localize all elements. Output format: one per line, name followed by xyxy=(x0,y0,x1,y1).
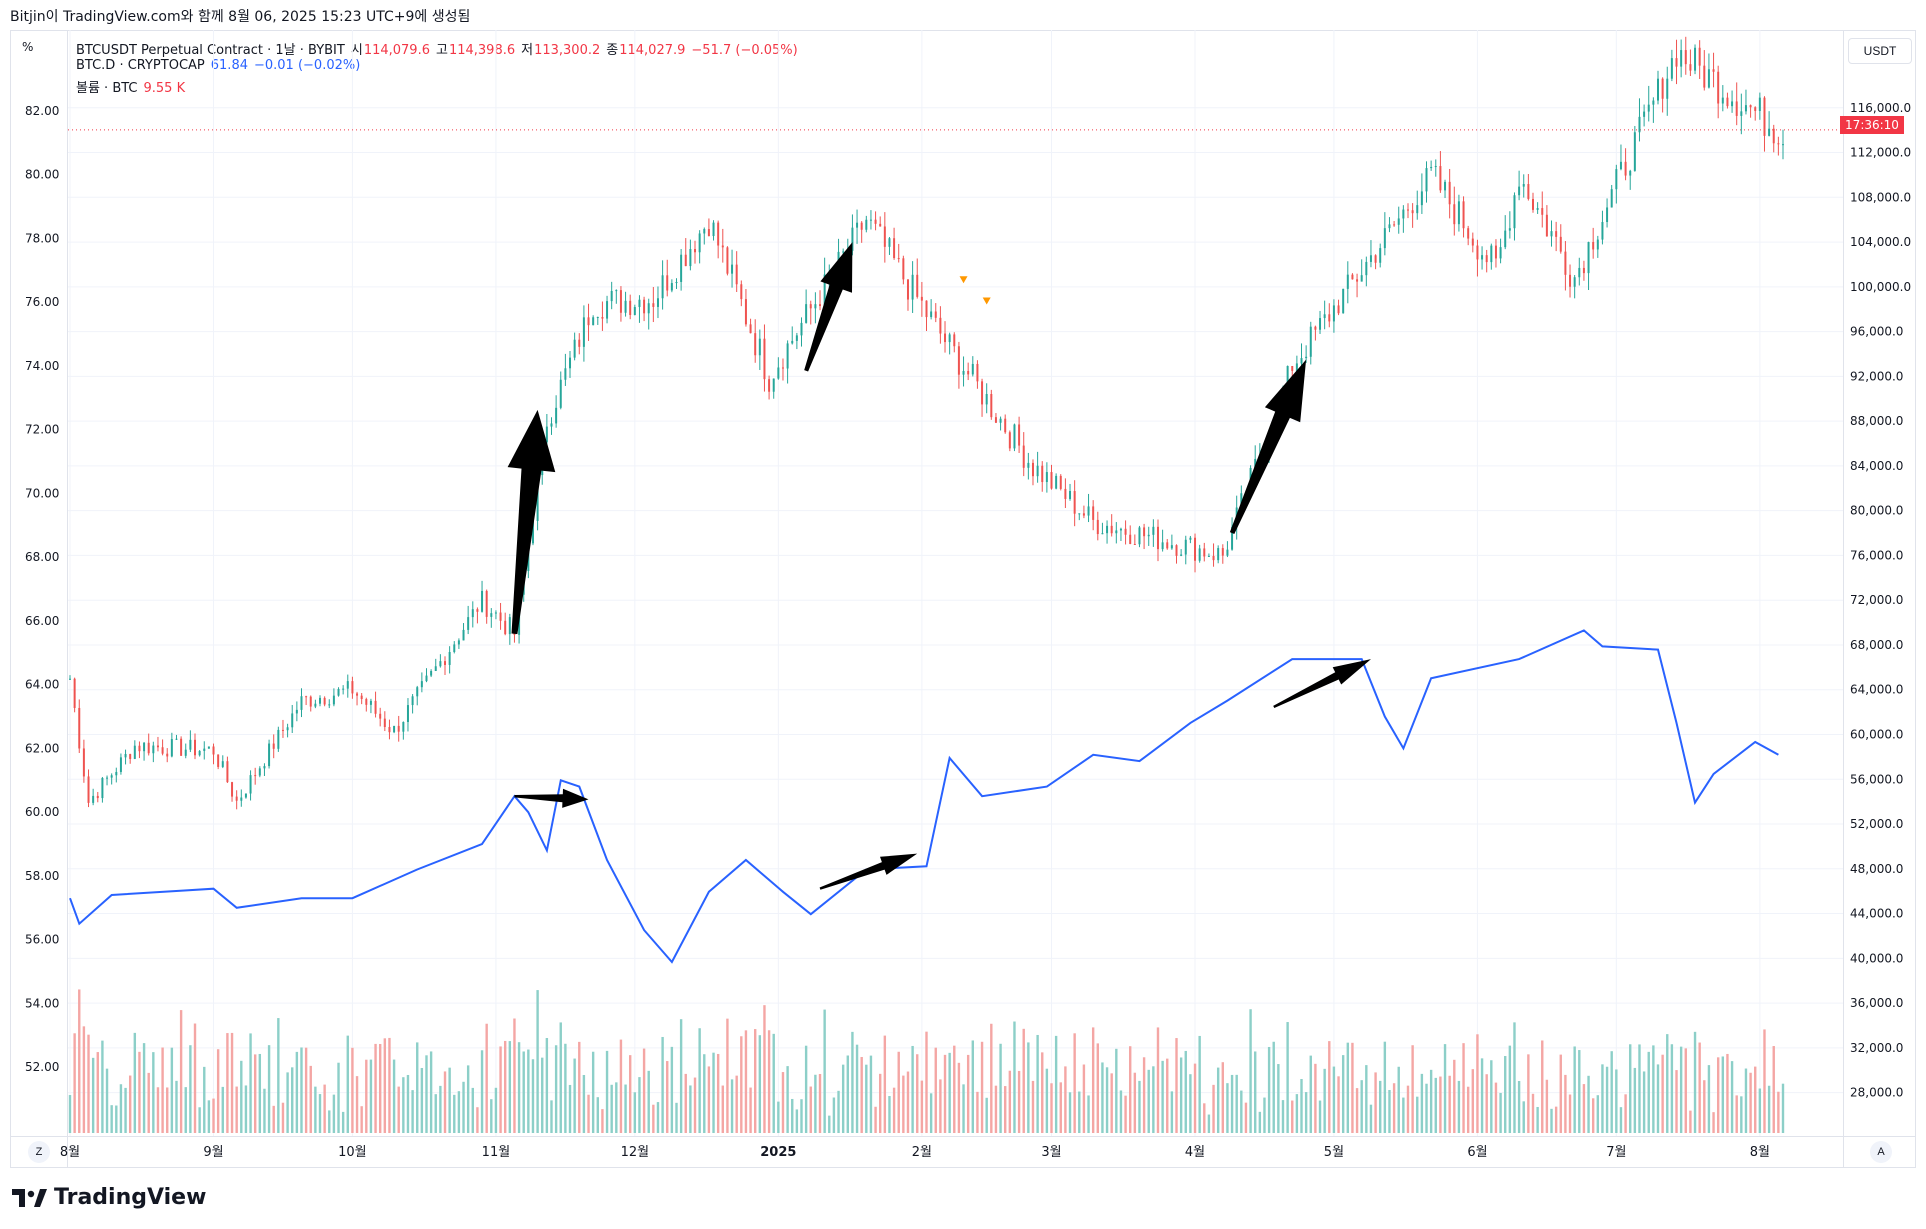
legend-dominance-symbol[interactable]: BTC.D · CRYPTOCAP xyxy=(76,58,205,73)
legend-close-label: 종 xyxy=(606,43,619,58)
time-axis[interactable] xyxy=(10,1136,1916,1168)
auto-scale-left-button[interactable]: Z xyxy=(28,1141,50,1163)
legend-change: −51.7 (−0.05%) xyxy=(691,43,798,58)
right-price-axis[interactable] xyxy=(1843,30,1916,1168)
legend-dominance-value: 61.84 xyxy=(210,58,248,73)
legend-low-label: 저 xyxy=(521,43,534,58)
brand-logo[interactable]: TradingView xyxy=(12,1185,206,1210)
percent-scale-button[interactable]: % xyxy=(22,40,34,54)
legend-dominance[interactable]: BTC.D · CRYPTOCAP 61.84 −0.01 (−0.02%) xyxy=(76,58,366,73)
legend-volume[interactable]: 볼륨 · BTC 9.55 K xyxy=(76,77,191,96)
legend-high-label: 고 xyxy=(435,43,448,58)
legend-high-value: 114,398.6 xyxy=(448,43,516,58)
tradingview-logo-icon xyxy=(12,1188,47,1207)
legend-volume-value: 9.55 K xyxy=(143,81,186,96)
current-price-tag: 17:36:10 xyxy=(1840,116,1904,134)
currency-button[interactable]: USDT xyxy=(1848,38,1912,64)
chart-caption: Bitjin이 TradingView.com와 함께 8월 06, 2025 … xyxy=(10,9,471,25)
legend-close-value: 114,027.9 xyxy=(619,43,686,58)
left-price-axis[interactable] xyxy=(10,30,68,1168)
legend-dominance-change: −0.01 (−0.02%) xyxy=(253,58,361,73)
chart-frame xyxy=(10,30,1916,1168)
legend-main[interactable]: BTCUSDT Perpetual Contract · 1날 · BYBIT 시… xyxy=(76,39,804,58)
legend-low-value: 113,300.2 xyxy=(534,43,601,58)
legend-volume-symbol[interactable]: 볼륨 · BTC xyxy=(76,81,138,96)
legend-main-symbol[interactable]: BTCUSDT Perpetual Contract · 1날 · BYBIT xyxy=(76,43,345,58)
legend-open-value: 114,079.6 xyxy=(363,43,430,58)
auto-scale-right-button[interactable]: A xyxy=(1870,1141,1892,1163)
legend-open-label: 시 xyxy=(350,43,363,58)
brand-name: TradingView xyxy=(54,1185,207,1210)
